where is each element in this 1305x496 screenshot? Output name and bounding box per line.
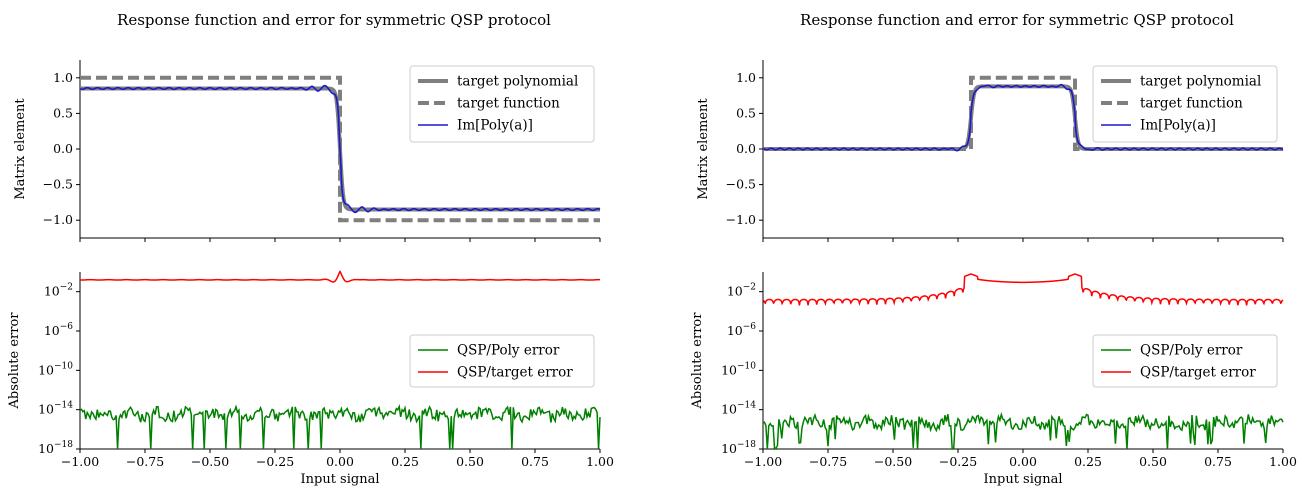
x-tick-label: 1.00	[586, 454, 614, 469]
series-im-poly	[762, 83, 1284, 152]
legend-box	[409, 65, 595, 143]
legend-label: target polynomial	[1140, 74, 1261, 90]
x-tick-label: 0.25	[1074, 454, 1102, 469]
x-tick-label: −0.75	[809, 454, 847, 469]
series-qsp-poly-error	[79, 403, 601, 450]
x-tick-label: −0.75	[126, 454, 164, 469]
y-tick-label: 0.0	[53, 141, 73, 156]
y-axis-label: Absolute error	[690, 312, 705, 410]
y-tick-label: −0.5	[43, 177, 73, 192]
y-tick-label: −1.0	[726, 212, 756, 227]
series-qsp-poly-error	[762, 411, 1284, 451]
y-tick-label: 1.0	[53, 70, 73, 85]
chart-title: Response function and error for symmetri…	[117, 11, 551, 29]
x-axis-label: Input signal	[984, 472, 1063, 487]
y-tick-label: 0.5	[53, 105, 73, 120]
y-tick-label: 10−6	[44, 322, 73, 338]
x-tick-label: −1.00	[744, 454, 782, 469]
y-tick-label: −0.5	[726, 177, 756, 192]
y-tick-label: 10−14	[38, 401, 73, 417]
legend-label: Im[Poly(a)]	[1140, 118, 1216, 134]
x-tick-label: −0.25	[256, 454, 294, 469]
y-tick-label: 10−10	[38, 361, 73, 377]
panel-left-bottom: −1.00 −0.75 −0.50 −0.25 0.00 0.25 0.50 0.75 1.00…	[7, 269, 614, 487]
chart-title: Response function and error for symmetri…	[800, 11, 1234, 29]
legend-label: QSP/target error	[1140, 365, 1256, 381]
legend-label: QSP/Poly error	[1140, 343, 1243, 359]
x-tick-label: 0.00	[1009, 454, 1037, 469]
x-tick-label: 0.75	[521, 454, 549, 469]
x-tick-label: −1.00	[61, 454, 99, 469]
legend-label: target polynomial	[457, 74, 578, 90]
legend-label: target function	[457, 96, 560, 112]
x-tick-label: 0.50	[456, 454, 484, 469]
y-tick-label: 0.0	[736, 141, 756, 156]
legend-label: QSP/Poly error	[457, 343, 560, 359]
y-tick-label: 10−2	[727, 283, 756, 299]
legend-box	[1092, 65, 1278, 143]
y-axis-label: Absolute error	[7, 312, 22, 410]
panel-left-top: 1.0 0.5 0.0 −0.5 −1.0 Matrix element target po…	[13, 60, 601, 242]
y-axis-label: Matrix element	[696, 98, 711, 200]
y-tick-label: 10−2	[44, 283, 73, 299]
x-axis-label: Input signal	[301, 472, 380, 487]
x-tick-label: 0.75	[1204, 454, 1232, 469]
panel-right-top: 1.0 0.5 0.0 −0.5 −1.0 Matrix element target po…	[696, 60, 1284, 242]
y-tick-label: 10−14	[721, 401, 756, 417]
x-tick-label: 0.00	[326, 454, 354, 469]
y-tick-label: 10−18	[38, 440, 73, 456]
y-tick-label: 10−18	[721, 440, 756, 456]
x-tick-label: 0.25	[391, 454, 419, 469]
legend-box	[1092, 334, 1278, 388]
series-im-poly	[79, 84, 601, 214]
series-target-function	[80, 75, 600, 223]
x-tick-label: −0.50	[191, 454, 229, 469]
y-tick-label: 10−6	[727, 322, 756, 338]
y-tick-label: 1.0	[736, 70, 756, 85]
series-qsp-target-error	[762, 273, 1284, 307]
x-tick-label: 1.00	[1269, 454, 1297, 469]
y-axis-label: Matrix element	[13, 98, 28, 200]
x-tick-label: 0.50	[1139, 454, 1167, 469]
y-tick-label: −1.0	[43, 212, 73, 227]
legend-label: target function	[1140, 96, 1243, 112]
legend-box	[409, 334, 595, 388]
x-tick-label: −0.50	[874, 454, 912, 469]
series-qsp-target-error	[79, 269, 601, 283]
legend-label: QSP/target error	[457, 365, 573, 381]
y-tick-label: 10−10	[721, 361, 756, 377]
x-tick-label: −0.25	[939, 454, 977, 469]
panel-right-bottom: −1.00 −0.75 −0.50 −0.25 0.00 0.25 0.50 0.75 1.00…	[690, 272, 1297, 487]
y-tick-label: 0.5	[736, 105, 756, 120]
legend-label: Im[Poly(a)]	[457, 118, 533, 134]
